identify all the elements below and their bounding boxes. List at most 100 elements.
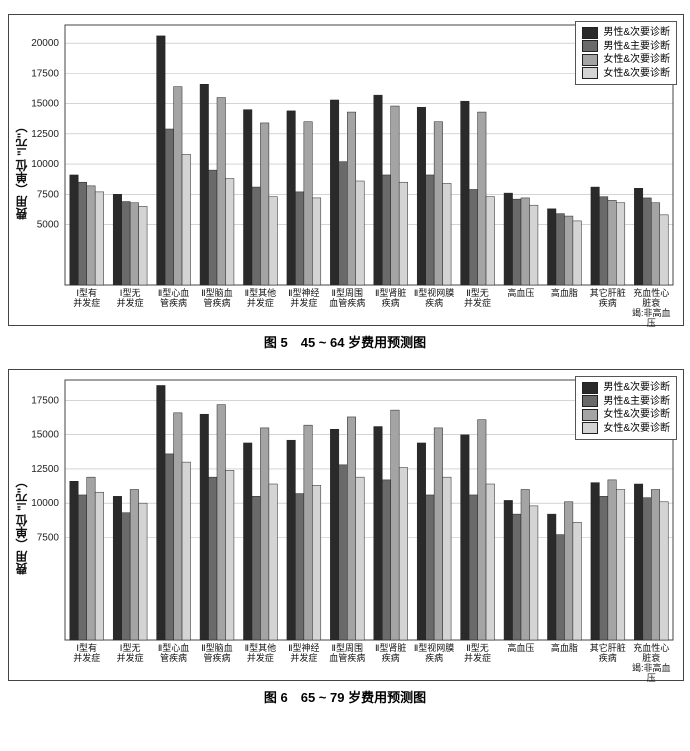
bar [634,484,642,640]
caption-5: 图 5 45 ~ 64 岁费用预测图 [8,332,682,351]
bar [486,484,494,640]
y-tick-label: 12500 [31,464,59,475]
y-tick-label: 7500 [37,189,60,200]
x-tick-label: Ⅱ型脑血管疾病 [195,644,238,678]
bar [399,182,407,285]
legend-item: 男性&次要诊断 [582,26,670,40]
x-tick-label: Ⅱ型其他并发症 [239,644,282,678]
bar [209,170,217,285]
bar [382,175,390,285]
legend-swatch [582,395,598,407]
figure-5: 费用（单位 "元"） 50007500100001250015000175002… [8,14,682,351]
xlabels-5: Ⅰ型有并发症Ⅰ型无并发症Ⅱ型心血管疾病Ⅱ型脑血管疾病Ⅱ型其他并发症Ⅱ型神经并发症… [65,289,673,323]
bar [443,477,451,640]
bar [304,425,312,640]
bar [374,95,382,285]
y-tick-label: 20000 [31,38,59,49]
legend-label: 男性&主要诊断 [603,40,670,54]
bar [130,489,138,640]
bar [426,495,434,640]
legend-swatch [582,67,598,79]
bar [182,462,190,640]
x-tick-label: 其它肝脏疾病 [586,644,629,678]
bar [504,193,512,285]
x-tick-label: Ⅰ型有并发症 [65,289,108,323]
bar [339,162,347,285]
y-tick-label: 17500 [31,396,59,407]
bar [78,182,86,285]
x-tick-label: 其它肝脏疾病 [586,289,629,323]
bar [573,522,581,640]
bar [469,495,477,640]
bar [616,489,624,640]
bar [608,480,616,640]
bar [608,200,616,285]
ylabel-6: 费用（单位 "元"） [13,476,30,575]
y-tick-label: 17500 [31,68,59,79]
bar [174,413,182,640]
bar [157,36,165,285]
bar [122,202,130,285]
x-tick-label: Ⅱ型视网膜疾病 [412,289,455,323]
x-tick-label: Ⅱ型肾脏疾病 [369,644,412,678]
bar [157,385,165,640]
legend-swatch [582,54,598,66]
bar [426,175,434,285]
bar [634,188,642,285]
bar [139,503,147,640]
bar [417,107,425,285]
x-tick-label: Ⅱ型无并发症 [456,289,499,323]
bar [165,129,173,285]
legend-item: 女性&次要诊断 [582,408,670,422]
bar [521,198,529,285]
legend-swatch [582,27,598,39]
y-tick-label: 7500 [37,532,60,543]
legend-label: 男性&主要诊断 [603,395,670,409]
bar [330,100,338,285]
bar [461,101,469,285]
x-tick-label: Ⅰ型有并发症 [65,644,108,678]
legend-6: 男性&次要诊断男性&主要诊断女性&次要诊断女性&次要诊断 [575,376,677,440]
bar [78,495,86,640]
bar [217,98,225,285]
bar [417,443,425,640]
x-tick-label: Ⅱ型其他并发症 [239,289,282,323]
bar [399,468,407,640]
bar [330,429,338,640]
bar [513,199,521,285]
bar [504,500,512,640]
legend-swatch [582,382,598,394]
bar [217,405,225,640]
bar [556,535,564,640]
bar [200,414,208,640]
bar [269,484,277,640]
bar [139,206,147,285]
bar [521,489,529,640]
legend-label: 女性&次要诊断 [603,67,670,81]
bar [486,197,494,285]
bar [260,123,268,285]
legend-item: 男性&次要诊断 [582,381,670,395]
bar [591,187,599,285]
x-tick-label: 高血脂 [543,289,586,323]
bar [182,154,190,285]
bar [469,189,477,285]
bar [660,215,668,285]
bar [651,203,659,285]
bar [269,197,277,285]
xlabels-6: Ⅰ型有并发症Ⅰ型无并发症Ⅱ型心血管疾病Ⅱ型脑血管疾病Ⅱ型其他并发症Ⅱ型神经并发症… [65,644,673,678]
x-tick-label: Ⅱ型心血管疾病 [152,289,195,323]
legend-label: 女性&次要诊断 [603,422,670,436]
bar [243,443,251,640]
bar [382,480,390,640]
y-tick-label: 15000 [31,430,59,441]
bar [225,470,233,640]
figure-6: 费用（单位 "元"） 750010000125001500017500 Ⅰ型有并… [8,369,682,706]
bar [573,221,581,285]
bar [312,198,320,285]
legend-swatch [582,422,598,434]
x-tick-label: Ⅰ型无并发症 [108,289,151,323]
legend-item: 男性&主要诊断 [582,395,670,409]
bar [174,87,182,285]
x-tick-label: Ⅱ型肾脏疾病 [369,289,412,323]
